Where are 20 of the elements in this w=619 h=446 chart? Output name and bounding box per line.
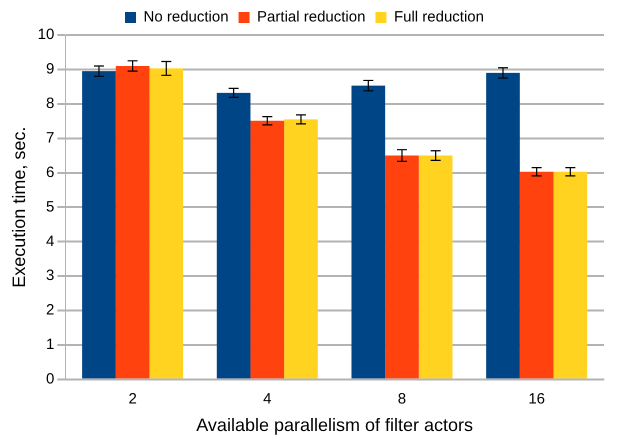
y-tick-label: 3 [46,267,54,284]
x-tick-label: 16 [528,390,546,408]
y-tick-label: 1 [46,336,54,354]
x-axis-title: Available parallelism of filter actors [196,415,474,436]
x-tick-label: 2 [128,390,137,408]
y-tick-label: 5 [46,198,54,216]
y-tick-label: 4 [46,232,54,250]
y-tick-label: 8 [46,95,54,112]
y-tick-label: 7 [46,129,54,146]
legend-label: Partial reduction [257,8,366,26]
y-tick-label: 10 [38,26,54,44]
y-axis-title: Execution time, sec. [8,126,29,288]
y-tick-label: 9 [46,60,54,78]
legend-label: Full reduction [394,8,484,26]
x-tick-label: 4 [263,390,272,408]
x-tick-label: 8 [398,390,406,408]
legend-label: No reduction [144,8,229,26]
y-tick-label: 6 [46,164,54,181]
y-tick-label: 0 [46,370,54,388]
y-tick-label: 2 [46,302,54,319]
